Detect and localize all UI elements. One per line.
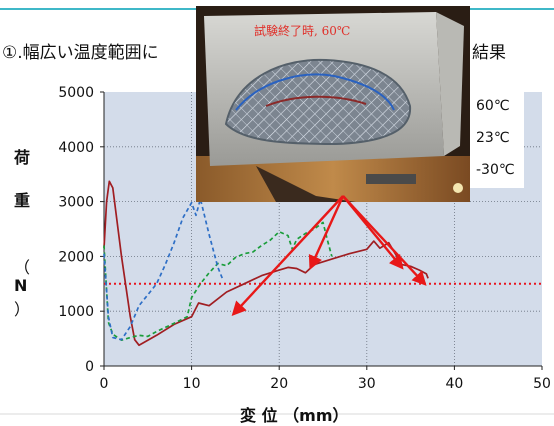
y-axis-label-char: 重 <box>14 191 31 210</box>
annotation-arrow <box>231 195 344 317</box>
x-tick-label: 50 <box>533 376 551 392</box>
slide-heading-tail: 結果 <box>472 43 506 63</box>
y-axis-label-char: N <box>14 276 28 295</box>
y-tick-label: 0 <box>85 359 94 375</box>
x-tick-label: 10 <box>183 376 201 392</box>
series-line <box>103 221 333 342</box>
x-tick-label: 0 <box>100 376 109 392</box>
x-tick-label: 40 <box>445 376 463 392</box>
annotation-arrow <box>308 195 345 271</box>
x-axis-title: 変 位 （mm） <box>240 406 349 425</box>
y-tick-label: 5000 <box>58 85 94 101</box>
y-axis-label-char: （ <box>14 258 31 277</box>
y-tick-label: 4000 <box>58 140 94 156</box>
x-tick-label: 20 <box>270 376 288 392</box>
y-tick-label: 3000 <box>58 195 94 211</box>
legend-item-60c: 60℃ <box>476 98 510 114</box>
legend-item-23c: 23℃ <box>476 130 510 146</box>
legend: 60℃ 23℃ -30℃ <box>468 92 524 188</box>
x-tick-label: 30 <box>358 376 376 392</box>
y-tick-label: 1000 <box>58 304 94 320</box>
y-axis-label-char: 荷 <box>14 148 31 167</box>
y-axis-label-char: ） <box>14 300 31 319</box>
photo-caption: 試験終了時, 60℃ <box>254 24 351 38</box>
legend-item-minus30c: -30℃ <box>476 162 515 178</box>
y-tick-label: 2000 <box>58 249 94 265</box>
annotation-arrow <box>342 195 427 286</box>
slide-heading: ①.幅広い温度範囲に <box>2 43 159 63</box>
specimen-photo: 試験終了時, 60℃ <box>196 6 470 202</box>
series-line <box>103 198 224 341</box>
